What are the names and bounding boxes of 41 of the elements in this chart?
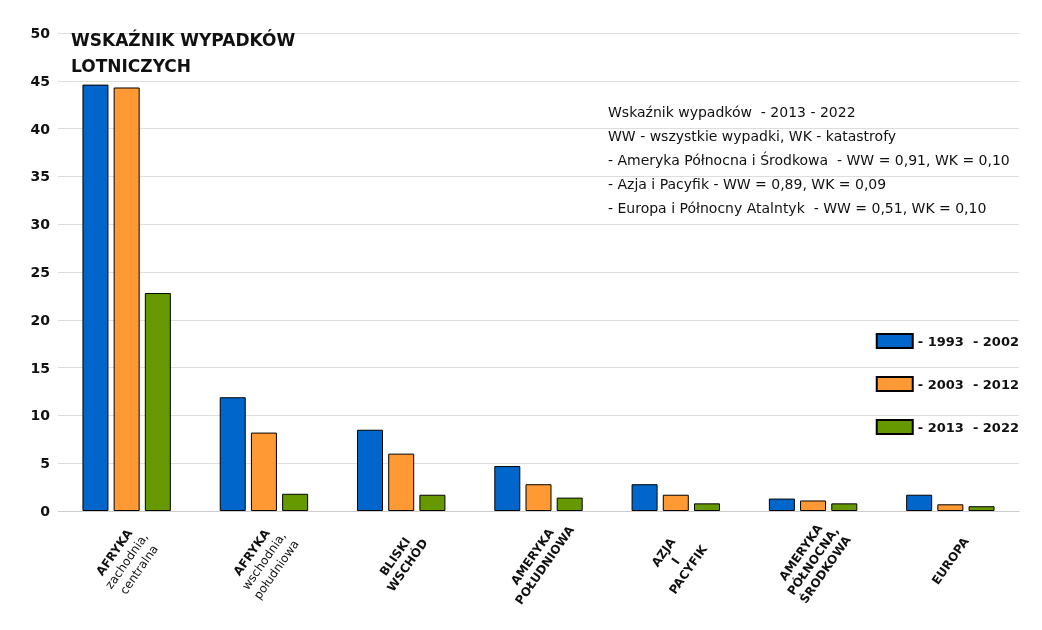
bar — [419, 494, 446, 511]
bar — [282, 493, 309, 511]
bar — [113, 87, 140, 511]
bar — [800, 500, 827, 511]
bar — [662, 494, 689, 511]
bar — [144, 293, 171, 511]
bar — [357, 429, 384, 511]
bar — [494, 466, 521, 511]
text: WSKAŹNIK WYPADKÓW LOTNICZYCH — [71, 29, 296, 76]
legend-label: - 2013 - 2022 — [917, 419, 1020, 435]
bar — [82, 84, 109, 511]
bar — [219, 397, 246, 511]
bar — [525, 484, 552, 511]
annotation: WW - wszystkie wypadki, WK - katastrofy — [608, 128, 897, 144]
bar — [768, 498, 795, 511]
annotation: - Europa i Północny Atalntyk - WW = 0,51, WK = 0,10 — [608, 200, 987, 216]
y-tick-label: 35 — [30, 168, 50, 185]
annotation: - Ameryka Północna i Środkowa - WW = 0,91, WK = 0,10 — [608, 151, 1010, 168]
bar — [968, 506, 995, 511]
bar — [693, 503, 720, 511]
y-tick-label: 50 — [30, 25, 51, 41]
bar — [831, 503, 858, 511]
legend-label: - 2003 - 2012 — [917, 376, 1020, 392]
annotation: - Azja i Pacyfik - WW = 0,89, WK = 0,09 — [608, 176, 887, 192]
y-tick-label: 30 — [30, 216, 51, 233]
bar — [250, 432, 277, 511]
bar — [937, 504, 964, 511]
bar — [556, 497, 583, 511]
y-tick-label: 45 — [30, 72, 50, 89]
y-tick-label: 20 — [30, 311, 51, 328]
y-tick-label: 10 — [30, 407, 51, 424]
annotation: Wskaźnik wypadków - 2013 - 2022 — [608, 104, 856, 120]
legend-label: - 1993 - 2002 — [917, 333, 1020, 349]
bar — [631, 484, 658, 511]
y-tick-label: 0 — [40, 503, 51, 519]
bar — [388, 453, 415, 511]
y-tick-label: 25 — [30, 264, 50, 280]
y-tick-label: 15 — [30, 359, 50, 376]
y-tick-label: 40 — [30, 120, 51, 137]
y-tick-label: 5 — [40, 455, 50, 472]
bar — [906, 494, 933, 511]
